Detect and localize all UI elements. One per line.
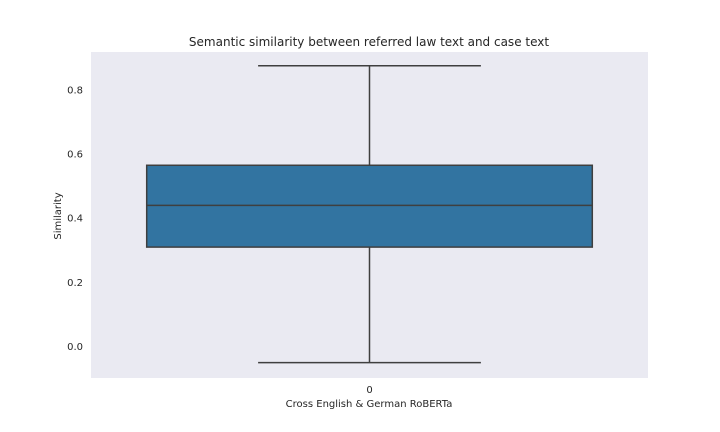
y-tick-label: 0.6 [67,150,83,161]
y-tick-label: 0.4 [67,214,83,225]
x-axis-label: Cross English & German RoBERTa [286,399,453,410]
box-series [145,65,594,364]
box-0 [145,65,594,364]
y-tick-label: 0.8 [67,85,83,96]
iqr-box [145,164,594,248]
x-tick-labels: 0 [366,385,372,396]
y-tick-label: 0.2 [67,278,83,289]
y-axis-label: Similarity [53,192,64,239]
y-tick-labels: 0.0 0.2 0.4 0.6 0.8 [67,85,83,353]
chart-title: Semantic similarity between referred law… [189,35,549,49]
x-tick-label: 0 [366,385,372,396]
y-tick-label: 0.0 [67,342,83,353]
